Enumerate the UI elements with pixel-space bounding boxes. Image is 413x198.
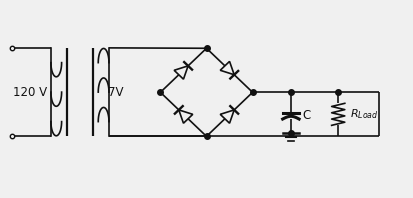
Text: 7V: 7V	[108, 86, 124, 99]
Text: 120 V: 120 V	[13, 86, 47, 99]
Polygon shape	[174, 66, 188, 79]
Text: $R_{Load}$: $R_{Load}$	[350, 108, 378, 121]
Polygon shape	[179, 110, 193, 123]
Polygon shape	[220, 61, 234, 75]
Text: C: C	[302, 109, 311, 122]
Polygon shape	[220, 110, 234, 123]
